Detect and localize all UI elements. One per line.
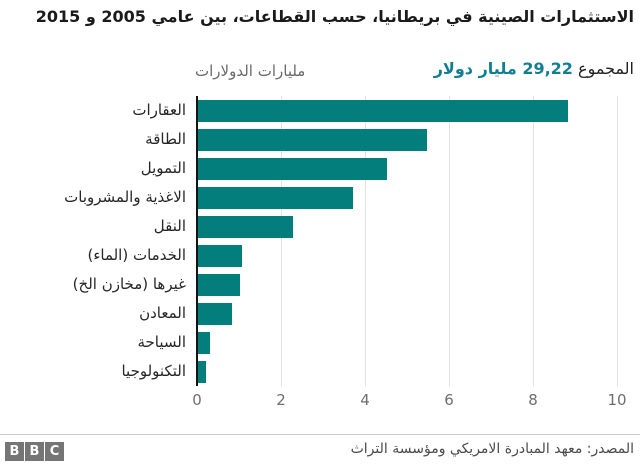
bar-row: الخدمات (الماء) xyxy=(0,241,620,270)
bbc-logo-block: C xyxy=(45,442,64,461)
bar xyxy=(198,331,210,354)
bar xyxy=(198,186,354,209)
category-label: السياحة xyxy=(137,333,186,351)
gridline-6 xyxy=(449,96,450,386)
bar xyxy=(198,360,206,383)
category-label: النقل xyxy=(153,217,186,235)
y-axis-line xyxy=(196,96,198,386)
bar-row: النقل xyxy=(0,212,620,241)
bar-row: التكنولوجيا xyxy=(0,357,620,386)
bar-row: الاغذية والمشروبات xyxy=(0,183,620,212)
bar-row: التمويل xyxy=(0,154,620,183)
category-label: العقارات xyxy=(132,101,186,119)
category-label: الخدمات (الماء) xyxy=(87,246,186,264)
x-tick-label: 6 xyxy=(444,391,454,409)
gridline-8 xyxy=(533,96,534,386)
bbc-logo-block: B xyxy=(25,442,44,461)
bar-row: غيرها (مخازن الخ) xyxy=(0,270,620,299)
x-tick-label: 2 xyxy=(276,391,286,409)
bar xyxy=(198,157,387,180)
total-value: 29,22 مليار دولار xyxy=(433,59,573,78)
bar-row: المعادن xyxy=(0,299,620,328)
bar-row: السياحة xyxy=(0,328,620,357)
footer-divider xyxy=(0,434,640,435)
bbc-logo-block: B xyxy=(5,442,24,461)
category-label: الطاقة xyxy=(145,130,186,148)
gridlines xyxy=(197,96,618,386)
total-line: المجموع 29,22 مليار دولار xyxy=(434,59,634,78)
bar xyxy=(198,215,293,238)
bar-row: العقارات xyxy=(0,96,620,125)
bar-rows: العقارات الطاقة التمويل الاغذية والمشروب… xyxy=(0,96,620,386)
bar xyxy=(198,128,427,151)
units-label: مليارات الدولارات xyxy=(195,62,306,80)
bar-chart: العقارات الطاقة التمويل الاغذية والمشروب… xyxy=(0,96,620,386)
total-label: المجموع xyxy=(578,59,634,78)
category-label: الاغذية والمشروبات xyxy=(64,188,186,206)
x-axis-ticks: 0 2 4 6 8 10 xyxy=(192,391,626,411)
bar xyxy=(198,99,568,122)
category-label: التمويل xyxy=(140,159,186,177)
gridline-2 xyxy=(281,96,282,386)
bbc-logo: B B C xyxy=(5,442,64,461)
gridline-10 xyxy=(617,96,618,386)
bar xyxy=(198,244,243,267)
gridline-4 xyxy=(365,96,366,386)
category-label: المعادن xyxy=(139,304,186,322)
x-tick-label: 8 xyxy=(528,391,538,409)
category-label: غيرها (مخازن الخ) xyxy=(72,275,186,293)
source-text: المصدر: معهد المبادرة الامريكي ومؤسسة ال… xyxy=(350,441,634,457)
bar-row: الطاقة xyxy=(0,125,620,154)
bar xyxy=(198,302,232,325)
x-tick-label: 4 xyxy=(360,391,370,409)
x-tick-label: 0 xyxy=(192,391,202,409)
category-label: التكنولوجيا xyxy=(121,362,186,380)
bar xyxy=(198,273,240,296)
chart-title: الاستثمارات الصينية في بريطانيا، حسب الق… xyxy=(35,7,634,26)
x-tick-label: 10 xyxy=(607,391,627,409)
